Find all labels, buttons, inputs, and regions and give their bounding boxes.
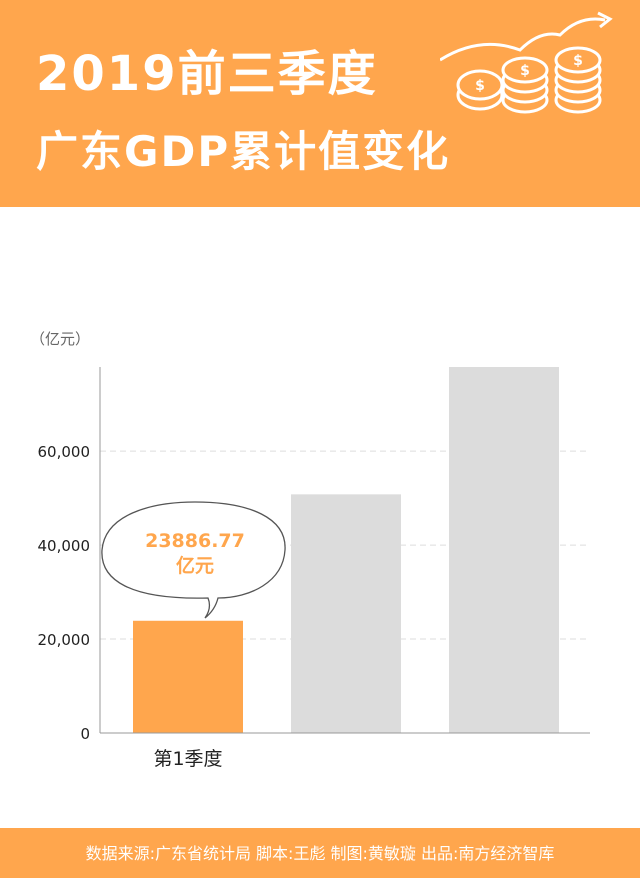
unit-label: （亿元）	[30, 330, 90, 348]
bar	[133, 620, 243, 733]
svg-text:$: $	[520, 63, 530, 79]
svg-text:$: $	[573, 53, 583, 69]
y-tick-label: 20,000	[38, 631, 91, 649]
title-line2: 广东GDP累计值变化	[36, 127, 451, 176]
y-tick-label: 40,000	[38, 537, 91, 555]
bar	[449, 367, 559, 733]
header-banner: 2019前三季度 广东GDP累计值变化 $ $ $	[0, 0, 640, 207]
coins-icon: $ $ $	[440, 11, 613, 114]
title-line1: 2019前三季度	[36, 46, 378, 102]
callout-value: 23886.77	[145, 530, 245, 552]
svg-text:$: $	[475, 78, 485, 94]
x-tick-label: 第1季度	[153, 748, 222, 770]
y-tick-label: 0	[80, 725, 90, 743]
footer-credits: 数据来源:广东省统计局 脚本:王彪 制图:黄敏璇 出品:南方经济智库	[0, 828, 640, 878]
bar-chart: （亿元） 0 20,000 40,000 60,000 第1季度 23886.77 亿…	[30, 330, 590, 770]
y-tick-label: 60,000	[38, 443, 91, 461]
bar	[291, 494, 401, 733]
callout-unit: 亿元	[176, 554, 214, 577]
value-callout: 23886.77 亿元	[101, 501, 286, 619]
